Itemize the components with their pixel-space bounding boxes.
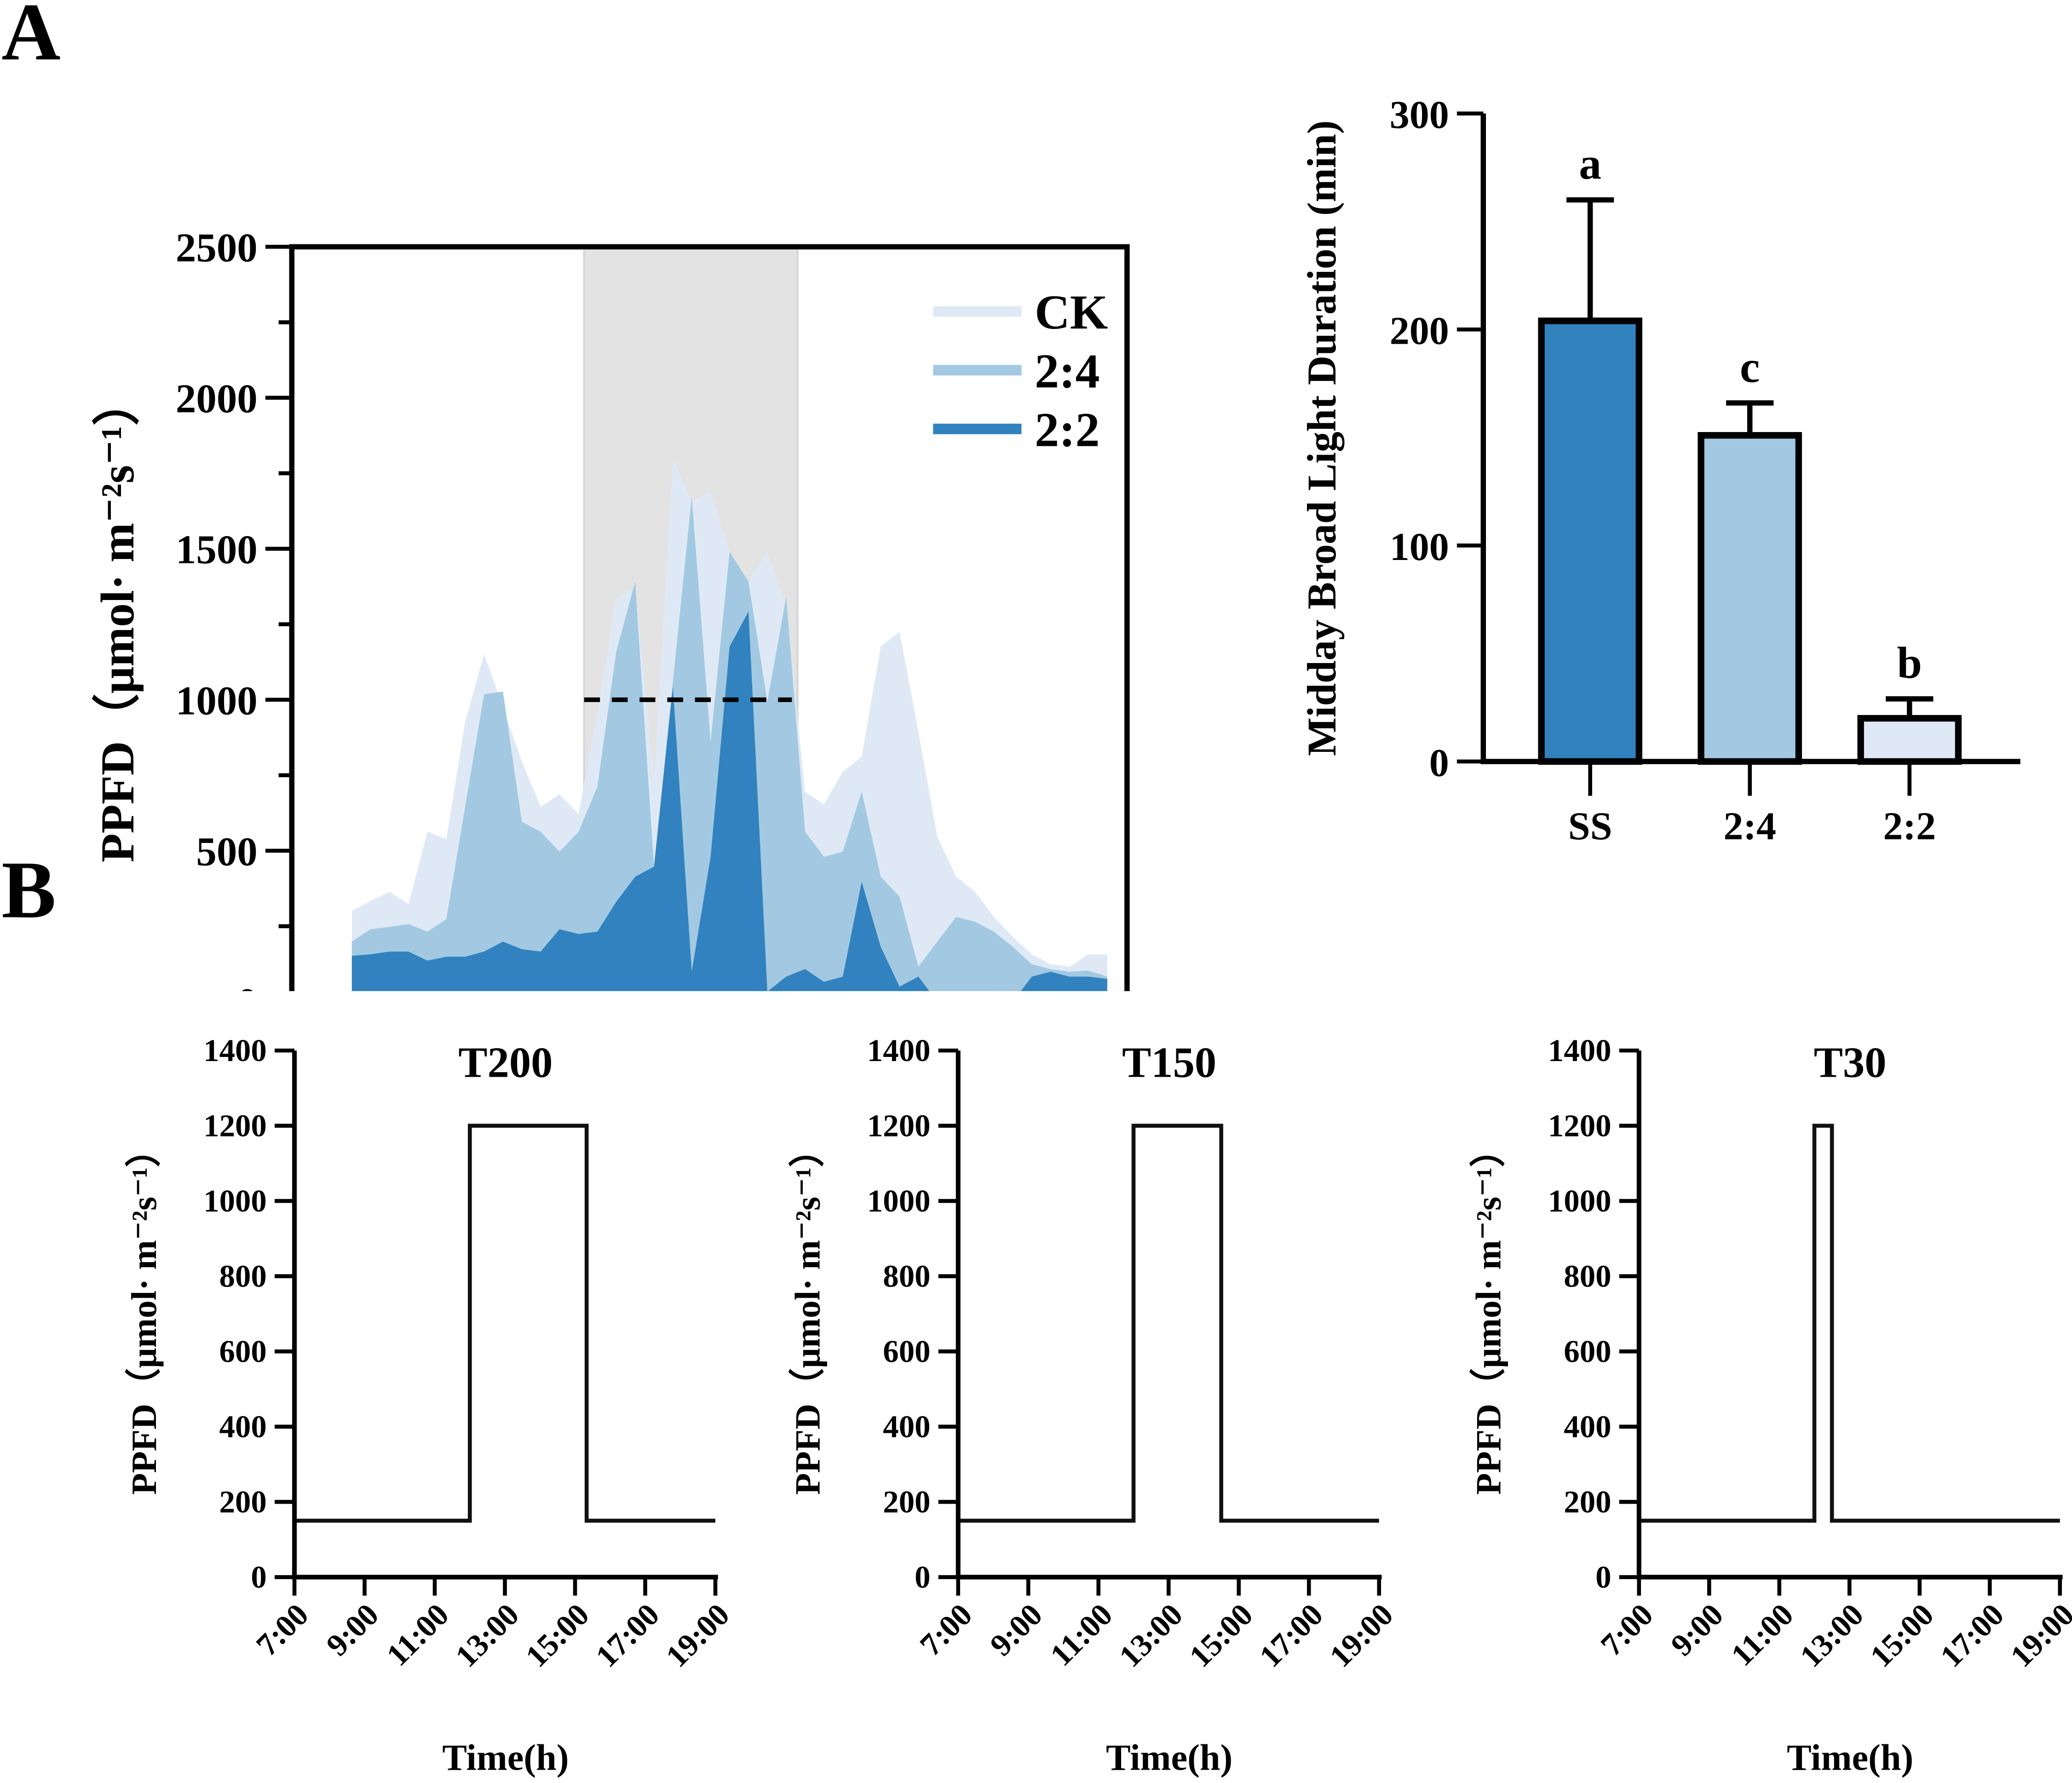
legend-label: CK	[1035, 285, 1108, 339]
y-tick-label: 0	[237, 981, 257, 1026]
y-axis-label: PPFD（μmol· m⁻²s⁻¹）	[92, 378, 144, 862]
x-axis-label: Time(h)	[1106, 1737, 1232, 1778]
bar-chart: a SS c 2:4 b 2:2 0 100 200 300 Midday Broad Light …	[1300, 92, 2020, 848]
ppfd-step-line	[1639, 1124, 2060, 1523]
y-tick-label: 600	[219, 1334, 267, 1369]
x-tick-label: SS	[1568, 804, 1612, 848]
chart-title: T150	[1122, 1039, 1216, 1086]
y-tick-label: 200	[1390, 309, 1449, 353]
y-tick-label: 400	[219, 1409, 267, 1444]
y-tick-label: 1500	[176, 527, 258, 572]
y-tick-label: 800	[219, 1259, 267, 1294]
panel-label-b: B	[1, 845, 56, 935]
y-tick-label: 1400	[867, 1033, 931, 1068]
y-tick-label: 1400	[203, 1033, 267, 1068]
y-tick-label: 1000	[203, 1183, 267, 1218]
y-tick-label: 400	[883, 1409, 930, 1444]
y-axis-label: PPFD（μmol· m⁻²s⁻¹）	[788, 1131, 828, 1494]
y-tick-label: 100	[1390, 525, 1449, 569]
x-axis-label: Time(h)	[442, 1737, 569, 1778]
y-tick-label: 1400	[1548, 1033, 1612, 1068]
y-tick-label: 1000	[176, 678, 258, 723]
y-axis-label: PPFD（μmol· m⁻²s⁻¹）	[124, 1131, 164, 1494]
x-tick-label: 2:4	[1723, 804, 1776, 848]
significance-letter: c	[1740, 342, 1760, 392]
area-series-2	[351, 612, 1107, 992]
y-tick-label: 0	[1595, 1559, 1611, 1594]
y-tick-label: 2500	[176, 225, 258, 271]
ppfd-step-line	[294, 1124, 716, 1523]
panel-label-a: A	[1, 0, 60, 77]
y-tick-label: 800	[883, 1259, 930, 1294]
significance-letter: a	[1579, 139, 1601, 189]
y-tick-label: 2000	[176, 376, 258, 421]
y-tick-label: 400	[1564, 1409, 1611, 1444]
y-axis-label: PPFD（μmol· m⁻²s⁻¹）	[1469, 1131, 1508, 1494]
y-axis-label: Midday Broad Light Duration (min)	[1300, 120, 1345, 756]
ppfd-step-line	[958, 1124, 1379, 1523]
bar	[1698, 432, 1802, 765]
bar	[1857, 715, 1962, 765]
y-tick-label: 1000	[1548, 1183, 1612, 1218]
x-axis-label: Time(h)	[1787, 1737, 1913, 1778]
significance-letter: b	[1897, 638, 1922, 688]
y-tick-label: 300	[1390, 92, 1449, 137]
legend-label: 2:2	[1035, 402, 1099, 456]
y-tick-label: 0	[251, 1559, 266, 1594]
area-chart: 0 500 1000 1500 2000 2500 PPFD（μmol· m⁻²s⁻¹） CK…	[92, 225, 1130, 1026]
y-tick-label: 200	[1564, 1484, 1611, 1519]
y-tick-label: 200	[883, 1484, 930, 1519]
y-tick-label: 1000	[867, 1183, 931, 1218]
y-tick-label: 500	[196, 829, 257, 874]
panel-b-background	[1, 992, 2071, 1783]
y-tick-label: 600	[1564, 1334, 1611, 1369]
y-tick-label: 1200	[1548, 1108, 1612, 1143]
y-tick-label: 1200	[867, 1108, 931, 1143]
y-tick-label: 600	[883, 1334, 930, 1369]
y-tick-label: 800	[1564, 1259, 1611, 1294]
y-tick-label: 0	[1429, 741, 1449, 785]
y-tick-label: 1200	[203, 1108, 267, 1143]
chart-title: T30	[1814, 1039, 1887, 1086]
bar	[1538, 317, 1642, 765]
x-tick-label: 2:2	[1883, 804, 1936, 848]
legend-label: 2:4	[1035, 344, 1099, 398]
y-tick-label: 200	[219, 1484, 267, 1519]
chart-title: T200	[458, 1039, 553, 1086]
y-tick-label: 0	[915, 1559, 930, 1594]
